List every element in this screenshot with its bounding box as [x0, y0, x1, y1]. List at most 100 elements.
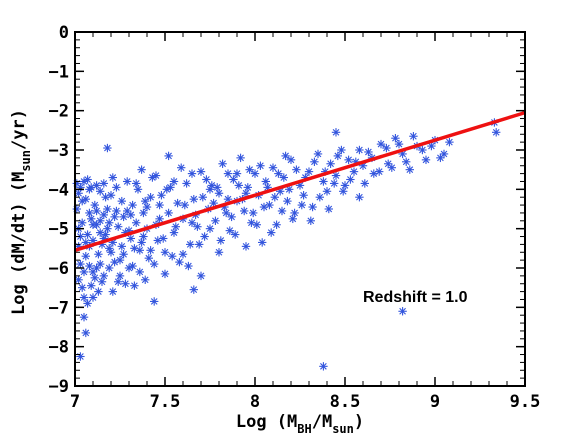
- data-point: [281, 151, 290, 161]
- data-point: [83, 299, 92, 308]
- data-point: [292, 165, 301, 174]
- data-point: [90, 273, 99, 283]
- data-point: [261, 177, 270, 186]
- data-point: [200, 232, 209, 241]
- data-point: [196, 271, 206, 281]
- data-point: [398, 307, 407, 316]
- data-point: [236, 153, 245, 163]
- data-point: [81, 328, 90, 338]
- data-point: [232, 169, 242, 178]
- data-point: [299, 191, 308, 200]
- data-point: [128, 200, 137, 210]
- data-point: [182, 179, 191, 188]
- data-point: [382, 143, 391, 153]
- data-point: [85, 185, 94, 194]
- y-tick-label: −1: [49, 62, 69, 82]
- data-point: [324, 204, 333, 214]
- data-point: [231, 230, 240, 239]
- data-point: [141, 196, 150, 206]
- data-point: [126, 234, 135, 243]
- data-point: [115, 271, 125, 281]
- data-point: [225, 226, 234, 235]
- data-point: [99, 210, 108, 220]
- data-point: [223, 169, 233, 178]
- data-point: [97, 277, 107, 286]
- y-tick-label: −2: [49, 102, 69, 122]
- fit-line: [74, 110, 526, 252]
- data-point: [256, 161, 265, 170]
- data-point: [79, 267, 89, 277]
- data-point: [364, 147, 373, 157]
- data-point: [189, 285, 198, 294]
- data-point: [81, 238, 90, 247]
- data-point: [216, 236, 225, 245]
- data-point: [315, 193, 324, 202]
- data-point: [144, 253, 153, 263]
- data-point: [105, 263, 114, 273]
- data-point: [310, 157, 319, 166]
- data-point: [173, 198, 182, 208]
- data-point: [290, 208, 299, 218]
- data-point: [114, 222, 123, 231]
- data-point: [112, 206, 121, 216]
- data-point: [272, 220, 281, 229]
- y-tick-label: −9: [49, 377, 69, 397]
- data-point: [79, 293, 89, 302]
- data-point: [178, 250, 188, 259]
- data-point: [355, 193, 364, 202]
- data-point: [78, 196, 87, 206]
- data-point: [106, 191, 116, 200]
- data-point: [121, 279, 130, 288]
- data-point: [187, 169, 197, 178]
- data-point: [150, 259, 159, 269]
- data-point: [227, 212, 236, 222]
- data-point: [96, 228, 105, 237]
- data-point: [76, 352, 85, 361]
- data-point: [164, 208, 173, 218]
- data-point: [331, 128, 341, 137]
- data-point: [268, 163, 278, 172]
- data-point: [169, 177, 179, 186]
- data-point: [146, 193, 155, 202]
- data-point: [79, 312, 89, 322]
- y-tick-label: −7: [49, 298, 69, 318]
- data-point: [123, 177, 132, 186]
- x-tick-label: 9.5: [510, 392, 541, 412]
- data-point: [240, 206, 249, 216]
- data-point: [92, 206, 101, 216]
- data-point: [330, 179, 339, 188]
- data-point: [94, 287, 103, 296]
- data-point: [193, 222, 202, 231]
- data-point: [418, 145, 427, 155]
- data-point: [150, 297, 159, 306]
- data-point: [103, 143, 112, 153]
- data-point: [259, 202, 269, 212]
- data-point: [241, 189, 251, 198]
- data-point: [186, 240, 195, 249]
- data-point: [162, 185, 171, 194]
- data-point: [87, 281, 96, 290]
- data-point: [205, 185, 215, 194]
- y-tick-label: −3: [49, 141, 69, 161]
- data-point: [83, 230, 92, 239]
- data-point: [135, 267, 144, 277]
- data-point: [245, 165, 254, 174]
- data-point: [135, 246, 144, 255]
- data-point: [160, 248, 170, 257]
- data-point: [250, 169, 260, 178]
- data-point: [123, 206, 132, 216]
- data-point: [313, 149, 323, 159]
- x-tick-label: 7.5: [150, 392, 181, 412]
- data-point: [267, 228, 276, 237]
- data-point: [387, 163, 396, 172]
- data-point: [88, 220, 98, 229]
- data-point: [137, 165, 146, 174]
- x-axis-label: Log (MBH/Msun): [236, 412, 364, 436]
- data-point: [108, 287, 117, 296]
- data-point: [218, 159, 227, 168]
- data-point: [445, 137, 454, 147]
- data-point: [126, 210, 135, 220]
- data-point: [105, 218, 114, 227]
- data-point: [252, 220, 261, 229]
- data-point: [297, 200, 306, 210]
